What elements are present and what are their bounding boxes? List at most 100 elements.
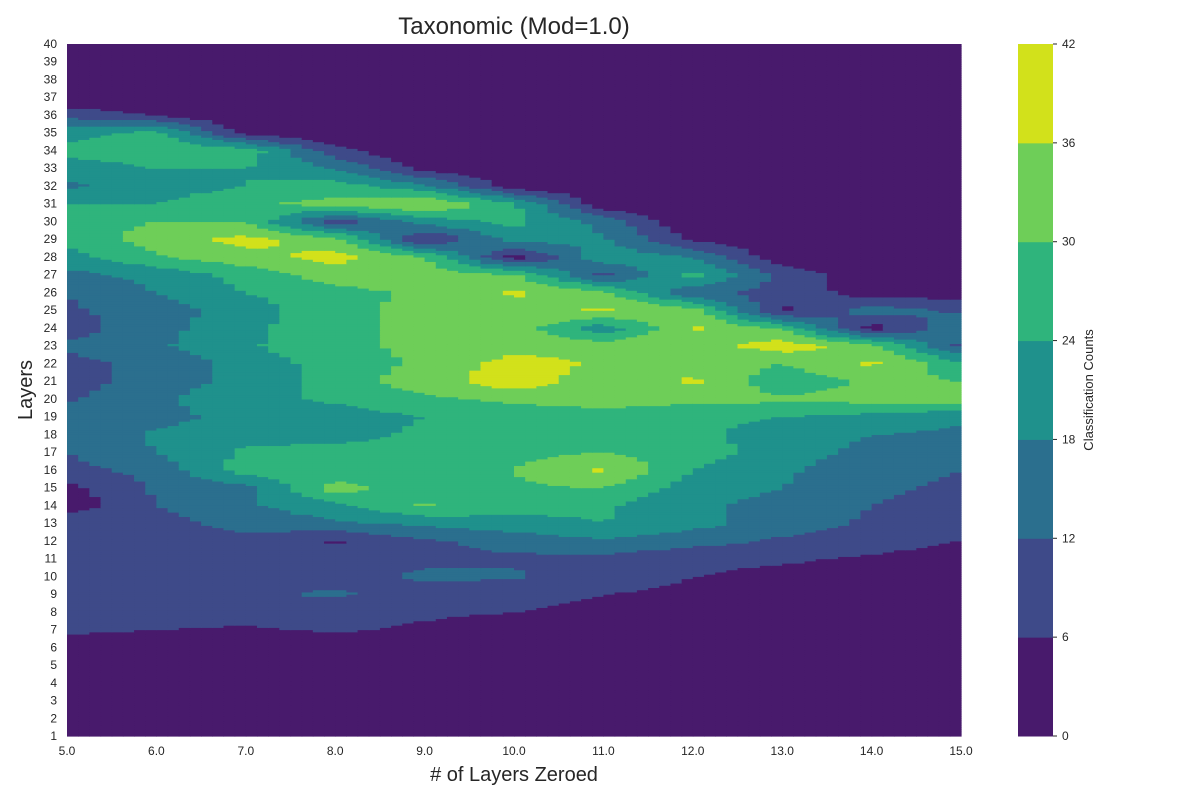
contour-cell <box>849 673 862 677</box>
contour-cell <box>558 647 571 651</box>
contour-cell <box>893 729 906 733</box>
contour-cell <box>603 653 616 657</box>
contour-cell <box>212 660 225 664</box>
contour-cell <box>402 724 415 728</box>
contour-cell <box>558 702 571 706</box>
contour-cell <box>268 658 280 662</box>
contour-cell <box>156 651 169 655</box>
contour-cell <box>78 642 90 646</box>
contour-cell <box>234 633 247 637</box>
contour-cell <box>67 647 79 651</box>
contour-cell <box>223 722 236 726</box>
contour-cell <box>212 678 225 682</box>
contour-cell <box>156 698 169 702</box>
contour-cell <box>670 724 683 728</box>
contour-cell <box>558 680 571 684</box>
contour-cell <box>268 678 280 682</box>
contour-cell <box>625 707 638 710</box>
contour-cell <box>212 704 225 708</box>
contour-cell <box>167 647 180 651</box>
contour-cell <box>849 665 862 668</box>
contour-cell <box>368 687 381 691</box>
contour-cell <box>882 647 895 651</box>
contour-cell <box>525 716 537 719</box>
contour-cell <box>849 689 862 693</box>
contour-cell <box>324 720 336 724</box>
contour-cell <box>201 733 213 737</box>
contour-cell <box>525 680 537 684</box>
contour-cell <box>379 713 392 717</box>
contour-cell <box>413 733 426 737</box>
contour-cell <box>201 662 213 666</box>
contour-cell <box>357 676 370 679</box>
contour-cell <box>234 649 247 653</box>
contour-cell <box>849 707 862 710</box>
contour-cell <box>256 642 269 646</box>
contour-cell <box>726 667 739 671</box>
contour-cell <box>111 718 124 722</box>
contour-cell <box>536 665 549 668</box>
contour-cell <box>446 693 459 697</box>
contour-cell <box>916 711 929 715</box>
contour-cell <box>435 660 448 664</box>
contour-cell <box>446 689 459 693</box>
contour-cell <box>122 693 135 697</box>
contour-cell <box>536 671 549 675</box>
contour-cell <box>681 680 694 684</box>
contour-cell <box>905 669 917 673</box>
contour-cell <box>849 722 862 726</box>
contour-cell <box>424 693 437 697</box>
contour-cell <box>178 722 191 726</box>
contour-cell <box>547 649 560 653</box>
contour-cell <box>815 678 828 682</box>
contour-cell <box>290 660 303 664</box>
contour-cell <box>435 731 448 735</box>
contour-cell <box>938 733 951 737</box>
contour-cell <box>402 731 415 735</box>
contour-cell <box>748 678 761 682</box>
contour-cell <box>793 720 806 724</box>
contour-cell <box>715 687 727 691</box>
contour-cell <box>346 689 359 693</box>
contour-cell <box>312 633 325 637</box>
contour-cell <box>335 733 347 737</box>
contour-cell <box>245 684 258 688</box>
contour-cell <box>849 702 862 706</box>
contour-cell <box>446 665 459 668</box>
contour-cell <box>949 678 962 682</box>
contour-cell <box>703 658 716 662</box>
contour-cell <box>569 720 582 724</box>
contour-cell <box>100 640 113 644</box>
contour-cell <box>581 698 593 702</box>
contour-cell <box>100 649 113 653</box>
contour-cell <box>558 709 571 713</box>
contour-cell <box>234 651 247 655</box>
contour-cell <box>279 689 292 693</box>
contour-cell <box>402 707 415 710</box>
contour-cell <box>167 722 180 726</box>
contour-cell <box>368 704 381 708</box>
contour-cell <box>782 651 794 655</box>
contour-cell <box>703 653 716 657</box>
contour-cell <box>212 716 225 719</box>
contour-cell <box>156 671 169 675</box>
contour-cell <box>502 673 515 677</box>
contour-cell <box>268 696 280 699</box>
contour-cell <box>860 665 873 668</box>
contour-cell <box>759 702 772 706</box>
contour-cell <box>290 636 303 640</box>
contour-cell <box>838 698 850 702</box>
contour-cell <box>793 693 806 697</box>
contour-cell <box>547 698 560 702</box>
contour-cell <box>424 651 437 655</box>
contour-cell <box>916 702 929 706</box>
contour-cell <box>413 665 426 668</box>
contour-cell <box>167 709 180 713</box>
contour-cell <box>446 671 459 675</box>
contour-cell <box>514 689 526 693</box>
contour-cell <box>648 689 660 693</box>
contour-cell <box>502 684 515 688</box>
contour-cell <box>860 720 873 724</box>
contour-cell <box>670 660 683 664</box>
contour-cell <box>826 733 839 737</box>
